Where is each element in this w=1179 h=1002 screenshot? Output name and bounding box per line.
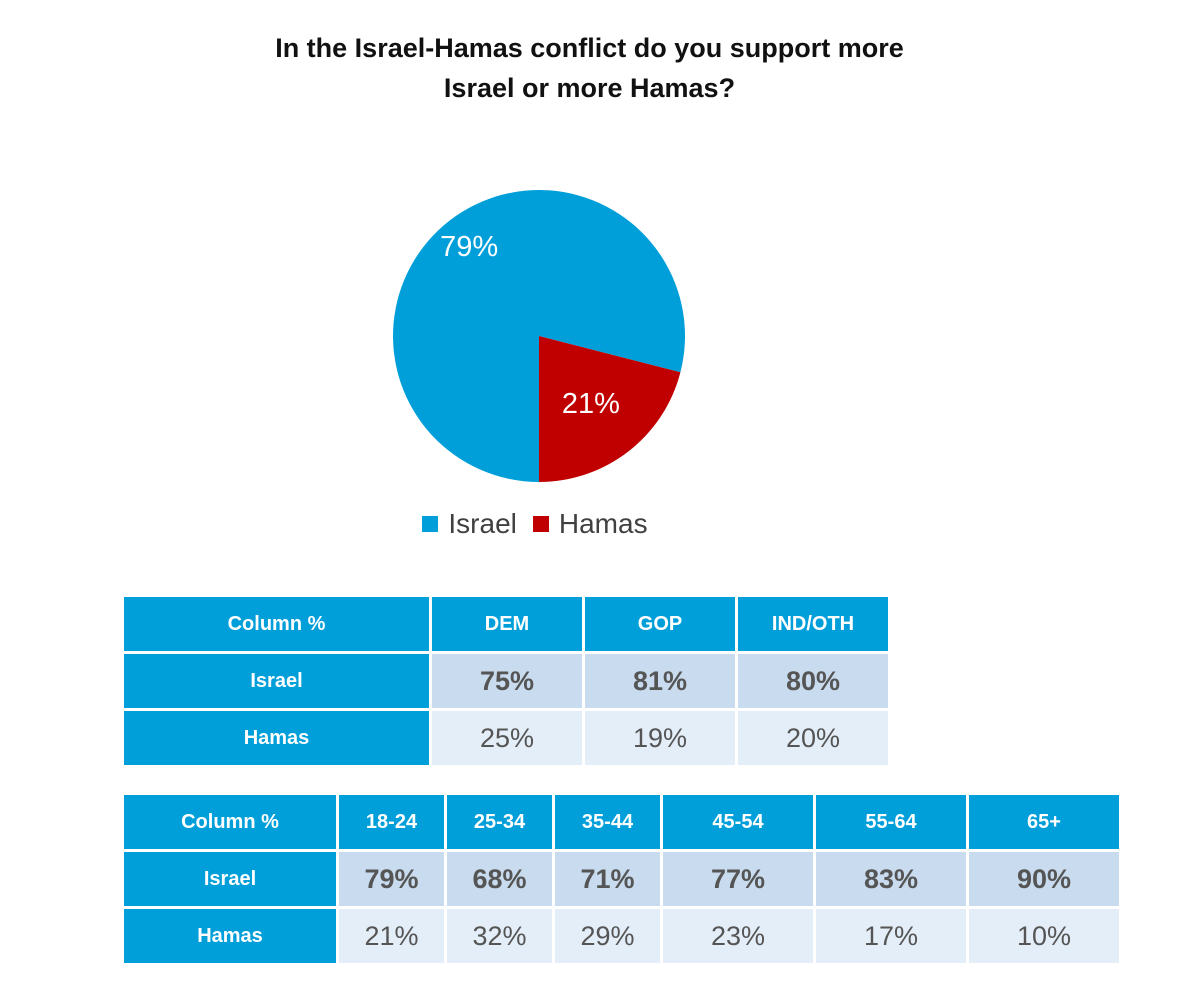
cell-hamas-gop: 19% [585,711,735,765]
table-header-row: Column % 18-24 25-34 35-44 45-54 55-64 6… [124,795,1119,849]
legend-swatch-israel [422,516,439,532]
pie-slice-israel [393,189,685,482]
pie-legend: Israel Hamas [0,508,1070,540]
pie-chart: 79% 21% [393,189,685,482]
cell-israel-dem: 75% [432,654,582,708]
legend-item-hamas: Hamas [532,508,648,540]
table-row: Israel 75% 81% 80% [124,654,888,708]
pie-label-hamas: 21% [562,388,620,420]
cell-israel-55-64: 83% [816,852,966,906]
column-header-45-54: 45-54 [663,795,813,849]
cell-hamas-dem: 25% [432,711,582,765]
row-label-hamas: Hamas [124,909,336,963]
table-row: Israel 79% 68% 71% 77% 83% 90% [124,852,1119,906]
table-corner-label: Column % [124,795,336,849]
cell-israel-45-54: 77% [663,852,813,906]
cell-hamas-45-54: 23% [663,909,813,963]
column-header-gop: GOP [585,597,735,651]
party-table: Column % DEM GOP IND/OTH Israel 75% 81% … [121,594,891,768]
column-header-65-plus: 65+ [969,795,1119,849]
chart-title-line-1: In the Israel-Hamas conflict do you supp… [275,33,904,63]
cell-israel-25-34: 68% [447,852,552,906]
column-header-18-24: 18-24 [339,795,444,849]
cell-hamas-55-64: 17% [816,909,966,963]
cell-israel-18-24: 79% [339,852,444,906]
cell-hamas-65-plus: 10% [969,909,1119,963]
cell-israel-ind-oth: 80% [738,654,888,708]
row-label-israel: Israel [124,654,429,708]
table-header-row: Column % DEM GOP IND/OTH [124,597,888,651]
cell-hamas-ind-oth: 20% [738,711,888,765]
column-header-dem: DEM [432,597,582,651]
column-header-55-64: 55-64 [816,795,966,849]
cell-israel-65-plus: 90% [969,852,1119,906]
cell-hamas-18-24: 21% [339,909,444,963]
cell-israel-35-44: 71% [555,852,660,906]
legend-label-hamas: Hamas [558,508,648,539]
legend-item-israel: Israel [422,508,517,540]
pie-slice-hamas [539,336,681,482]
legend-label-israel: Israel [448,508,517,539]
chart-title-line-2: Israel or more Hamas? [443,73,736,103]
column-header-ind-oth: IND/OTH [738,597,888,651]
cell-hamas-35-44: 29% [555,909,660,963]
chart-title: In the Israel-Hamas conflict do you supp… [0,28,1179,108]
row-label-hamas: Hamas [124,711,429,765]
table-corner-label: Column % [124,597,429,651]
table-row: Hamas 21% 32% 29% 23% 17% 10% [124,909,1119,963]
cell-hamas-25-34: 32% [447,909,552,963]
table-row: Hamas 25% 19% 20% [124,711,888,765]
cell-israel-gop: 81% [585,654,735,708]
age-table: Column % 18-24 25-34 35-44 45-54 55-64 6… [121,792,1122,966]
column-header-35-44: 35-44 [555,795,660,849]
pie-label-israel: 79% [440,231,498,263]
row-label-israel: Israel [124,852,336,906]
legend-swatch-hamas [532,516,549,532]
column-header-25-34: 25-34 [447,795,552,849]
